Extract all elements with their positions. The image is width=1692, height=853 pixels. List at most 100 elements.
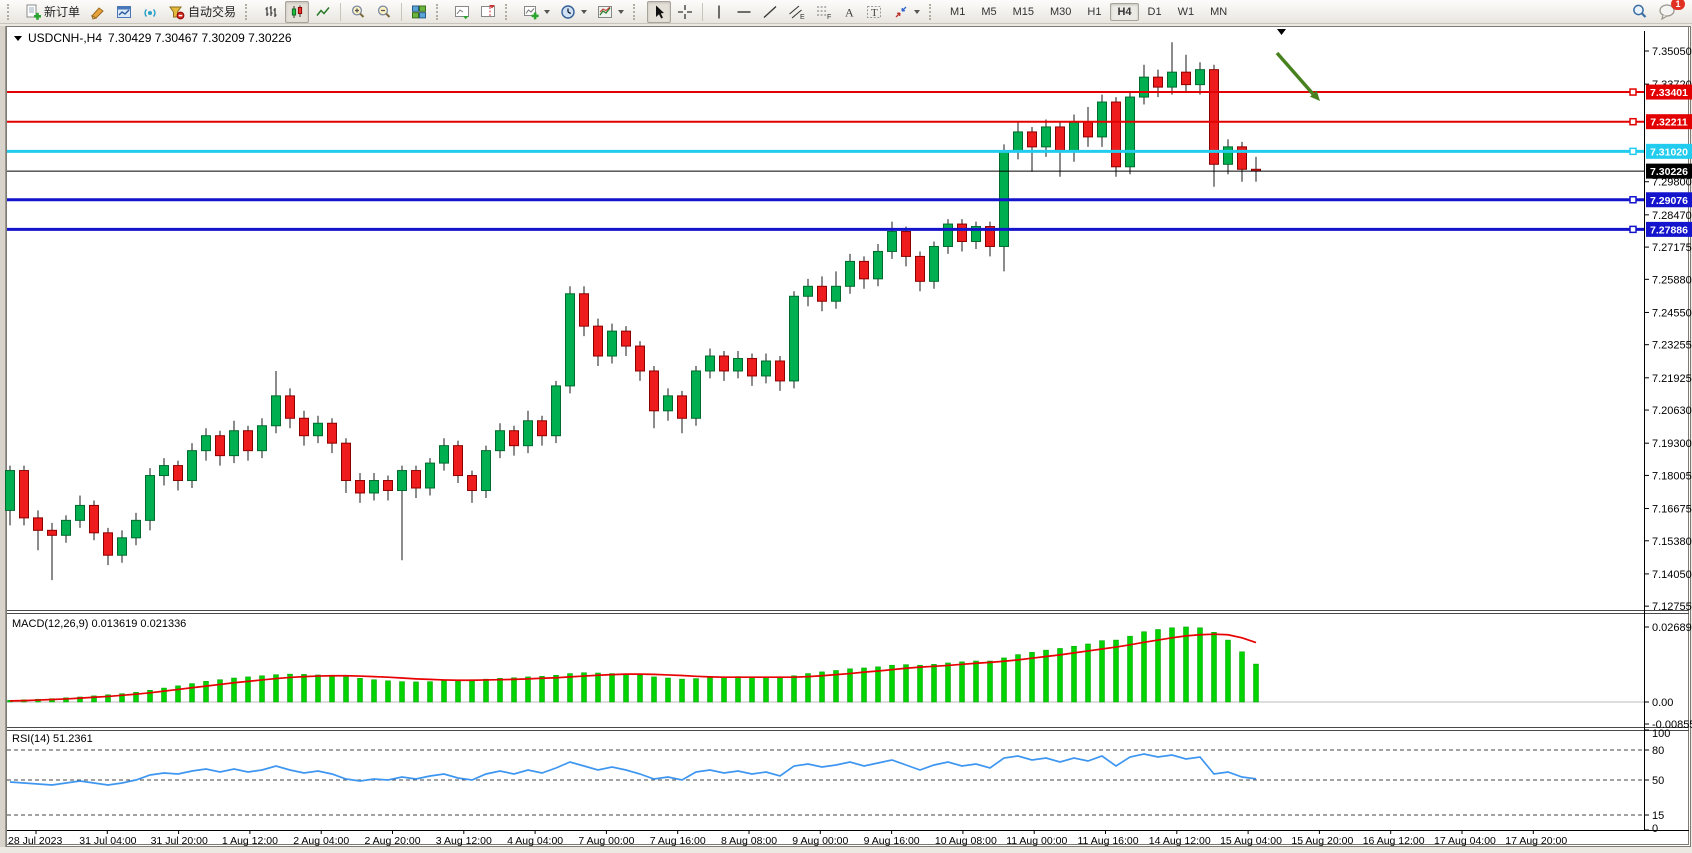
vertical-line-button[interactable]: [708, 1, 730, 23]
styler-button[interactable]: [86, 1, 110, 23]
svg-text:7.35050: 7.35050: [1652, 46, 1692, 58]
chart-shift-button[interactable]: [476, 1, 500, 23]
chart-window-icon: [117, 5, 132, 18]
cursor-button[interactable]: [647, 0, 672, 23]
svg-text:15: 15: [1652, 810, 1664, 822]
svg-text:3 Aug 12:00: 3 Aug 12:00: [436, 835, 492, 847]
macd-name: MACD(12,26,9): [12, 618, 89, 630]
line-chart-icon: [316, 6, 330, 16]
chart-background: [6, 26, 1691, 847]
svg-text:7.32211: 7.32211: [1650, 117, 1688, 129]
svg-text:2 Aug 04:00: 2 Aug 04:00: [293, 835, 349, 847]
search-icon: [1633, 4, 1647, 18]
time-axis[interactable]: 28 Jul 2023 31 Jul 04:00 31 Jul 20:00 1 Aug…: [8, 830, 1567, 847]
tf-m30-button[interactable]: M30: [1050, 5, 1072, 18]
toolbar-grip[interactable]: [436, 3, 445, 20]
svg-text:7.31020: 7.31020: [1650, 146, 1688, 158]
text-button[interactable]: A: [838, 1, 860, 23]
arrows-button[interactable]: [889, 1, 924, 23]
svg-text:7.18005: 7.18005: [1652, 470, 1692, 482]
zoom-in-icon: [351, 4, 365, 18]
crosshair-button[interactable]: [673, 1, 697, 23]
chart-symbol-period: USDCNH-,H4: [28, 31, 103, 45]
signals-button[interactable]: [138, 1, 162, 23]
text-icon: A: [845, 5, 854, 19]
chart-title-bar: USDCNH-,H4 7.30429 7.30467 7.30209 7.302…: [14, 31, 292, 45]
annotations[interactable]: [1275, 29, 1320, 101]
toolbar-grip[interactable]: [7, 3, 16, 20]
styler-icon: [91, 6, 104, 20]
svg-text:7.23255: 7.23255: [1652, 340, 1692, 352]
bar-chart-icon: [265, 5, 277, 17]
autotrading-button[interactable]: 自动交易: [164, 1, 240, 23]
zoom-in-button[interactable]: [346, 1, 370, 23]
horizontal-line-button[interactable]: [732, 1, 756, 23]
tf-mn-button[interactable]: MN: [1210, 5, 1228, 18]
tf-m15-button[interactable]: M15: [1012, 5, 1034, 18]
svg-text:16 Aug 12:00: 16 Aug 12:00: [1363, 835, 1425, 847]
tf-m5-button[interactable]: M5: [981, 5, 997, 18]
templates-caret: [618, 9, 625, 14]
tile-windows-button[interactable]: [407, 1, 431, 23]
trendline-icon: [763, 5, 777, 18]
toolbar: 新订单 自动交易: [0, 0, 1692, 24]
svg-text:1 Aug 12:00: 1 Aug 12:00: [222, 835, 278, 847]
macd-values: 0.013619 0.021336: [91, 618, 187, 630]
zoom-out-button[interactable]: [372, 1, 396, 23]
svg-text:15 Aug 20:00: 15 Aug 20:00: [1291, 835, 1353, 847]
search-button[interactable]: [1627, 1, 1652, 23]
text-label-icon: T: [867, 5, 882, 19]
indicators-icon: [524, 5, 539, 19]
price-axis[interactable]: 7.350507.337207.298007.284707.271757.258…: [1644, 46, 1692, 613]
rsi-pane: 100 80 50 150: [7, 728, 1670, 835]
fibonacci-button[interactable]: F: [811, 1, 836, 23]
svg-text:A: A: [845, 5, 854, 19]
candlestick-chart-button[interactable]: [285, 0, 310, 23]
new-order-button[interactable]: 新订单: [21, 1, 84, 23]
svg-text:7 Aug 16:00: 7 Aug 16:00: [650, 835, 706, 847]
svg-text:7 Aug 00:00: 7 Aug 00:00: [578, 835, 634, 847]
chat-button[interactable]: 1: [1654, 0, 1685, 23]
tf-d1-button[interactable]: D1: [1147, 5, 1162, 18]
auto-scroll-button[interactable]: [450, 1, 474, 23]
vertical-line-icon: [718, 5, 720, 18]
svg-text:7.16675: 7.16675: [1652, 504, 1692, 516]
toolbar-grip[interactable]: [505, 3, 514, 20]
tile-windows-icon: [412, 5, 427, 18]
macd-pane: 0.026892 0.00 -0.008557: [7, 614, 1692, 731]
svg-text:17 Aug 04:00: 17 Aug 04:00: [1434, 835, 1496, 847]
svg-text:11 Aug 00:00: 11 Aug 00:00: [1006, 835, 1067, 847]
chart-menu-arrow-icon[interactable]: [14, 35, 22, 41]
toolbar-grip[interactable]: [633, 3, 642, 20]
equidistant-channel-button[interactable]: E: [784, 1, 809, 23]
tf-h1-button[interactable]: H1: [1087, 5, 1102, 18]
periods-caret: [581, 9, 588, 14]
tf-m1-button[interactable]: M1: [950, 5, 966, 18]
toolbar-grip[interactable]: [245, 3, 254, 20]
rsi-value: 51.2361: [52, 733, 93, 745]
periods-button[interactable]: [556, 1, 591, 23]
line-chart-button[interactable]: [311, 1, 335, 23]
bar-chart-button[interactable]: [259, 1, 283, 23]
tf-h4-button[interactable]: H4: [1110, 2, 1139, 21]
indicators-button[interactable]: [519, 1, 554, 23]
text-label-button[interactable]: T: [862, 1, 887, 23]
svg-text:28 Jul 2023: 28 Jul 2023: [8, 835, 62, 847]
toolbar-grip[interactable]: [929, 3, 938, 20]
templates-button[interactable]: [593, 1, 628, 23]
window-splitter[interactable]: [0, 26, 6, 847]
macd-label: MACD(12,26,9) 0.013619 0.021336: [12, 618, 186, 630]
svg-text:8 Aug 08:00: 8 Aug 08:00: [721, 835, 777, 847]
rsi-name: RSI(14): [12, 733, 50, 745]
tf-w1-button[interactable]: W1: [1177, 5, 1195, 18]
svg-text:7.14050: 7.14050: [1652, 569, 1692, 581]
chart-window-button[interactable]: [112, 1, 136, 23]
svg-text:17 Aug 20:00: 17 Aug 20:00: [1505, 835, 1567, 847]
horizontal-line-icon: [737, 10, 751, 13]
indicators-caret: [544, 9, 551, 14]
trendline-button[interactable]: [758, 1, 782, 23]
horizontal-lines[interactable]: [7, 88, 1644, 234]
new-order-label: 新订单: [44, 5, 81, 19]
